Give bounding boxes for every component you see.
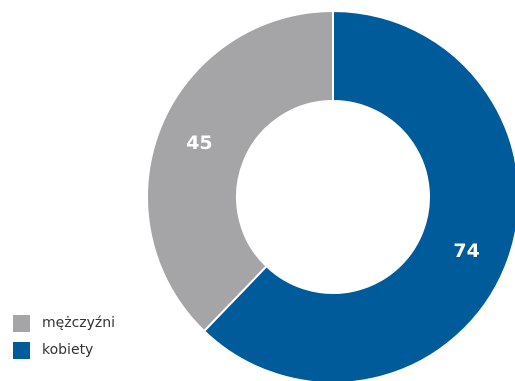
legend-swatch-women (13, 342, 30, 359)
legend-label-men: mężczyźni (42, 315, 116, 331)
data-label-men: 45 (186, 132, 212, 154)
donut-data-labels: 74 45 (186, 132, 480, 262)
donut-slices (146, 9, 515, 381)
legend: mężczyźni kobiety (13, 315, 115, 369)
donut-slice-women (202, 9, 515, 381)
legend-item-women: kobiety (13, 342, 115, 359)
legend-swatch-men (13, 315, 30, 332)
legend-label-women: kobiety (42, 342, 94, 358)
data-label-women: 74 (453, 240, 479, 262)
donut-slice-men (146, 9, 334, 333)
legend-item-men: mężczyźni (13, 315, 115, 332)
